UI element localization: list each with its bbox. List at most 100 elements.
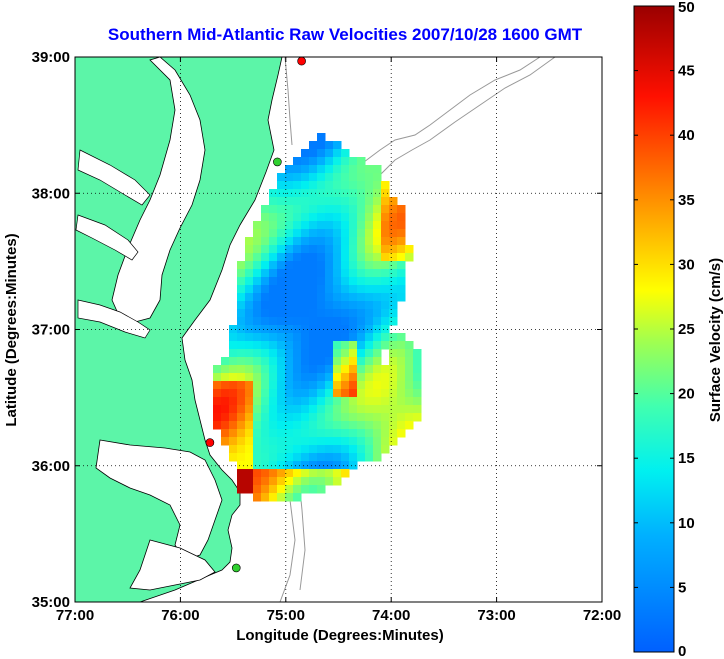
velocity-cell: [261, 261, 270, 270]
velocity-cell: [301, 485, 310, 494]
velocity-cell: [341, 245, 350, 254]
velocity-cell: [341, 341, 350, 350]
velocity-cell: [261, 317, 270, 326]
radar-stations: [205, 57, 306, 573]
velocity-cell: [341, 261, 350, 270]
velocity-cell: [389, 389, 398, 398]
velocity-cell: [301, 389, 310, 398]
velocity-cell: [381, 421, 390, 430]
velocity-cell: [365, 317, 374, 326]
velocity-cell: [373, 205, 382, 214]
velocity-cell: [309, 485, 318, 494]
velocity-cell: [357, 333, 366, 342]
velocity-cell: [221, 405, 230, 414]
velocity-cell: [277, 405, 286, 414]
velocity-cell: [293, 325, 302, 334]
james-river: [77, 299, 151, 339]
velocity-cell: [293, 421, 302, 430]
velocity-cell: [229, 357, 238, 366]
velocity-cell: [309, 429, 318, 438]
y-axis-label: Latitude (Degrees:Minutes): [3, 233, 20, 426]
velocity-cell: [221, 357, 230, 366]
velocity-cell: [285, 229, 294, 238]
velocity-cell: [405, 365, 414, 374]
velocity-cell: [229, 365, 238, 374]
velocity-cell: [237, 357, 246, 366]
velocity-cell: [277, 269, 286, 278]
velocity-cell: [357, 357, 366, 366]
velocity-cell: [269, 381, 278, 390]
velocity-cell: [253, 365, 262, 374]
velocity-cell: [309, 437, 318, 446]
velocity-cell: [285, 397, 294, 406]
velocity-cell: [245, 349, 254, 358]
velocity-cell: [325, 453, 334, 462]
velocity-cell: [325, 365, 334, 374]
velocity-cell: [301, 205, 310, 214]
velocity-cell: [365, 341, 374, 350]
velocity-cell: [309, 197, 318, 206]
velocity-cell: [341, 453, 350, 462]
velocity-cell: [229, 349, 238, 358]
velocity-cell: [261, 285, 270, 294]
velocity-cell: [333, 229, 342, 238]
velocity-cell: [325, 229, 334, 238]
velocity-cell: [381, 205, 390, 214]
velocity-cell: [365, 357, 374, 366]
velocity-cell: [357, 269, 366, 278]
velocity-cell: [317, 341, 326, 350]
velocity-cell: [229, 381, 238, 390]
velocity-cell: [245, 293, 254, 302]
velocity-cell: [261, 253, 270, 262]
velocity-cell: [373, 229, 382, 238]
velocity-cell: [365, 245, 374, 254]
velocity-cell: [357, 205, 366, 214]
velocity-cell: [365, 429, 374, 438]
velocity-cell: [357, 245, 366, 254]
velocity-cell: [269, 285, 278, 294]
velocity-cell: [237, 469, 246, 478]
velocity-cell: [397, 229, 406, 238]
velocity-cell: [293, 357, 302, 366]
velocity-cell: [325, 349, 334, 358]
velocity-cell: [357, 229, 366, 238]
velocity-cell: [317, 373, 326, 382]
velocity-cell: [293, 365, 302, 374]
velocity-cell: [325, 477, 334, 486]
velocity-cell: [373, 221, 382, 230]
velocity-cell: [349, 269, 358, 278]
velocity-cell: [261, 453, 270, 462]
velocity-cell: [309, 237, 318, 246]
velocity-cell: [253, 349, 262, 358]
velocity-cell: [301, 445, 310, 454]
velocity-cell: [349, 325, 358, 334]
velocity-cell: [357, 349, 366, 358]
velocity-cell: [381, 397, 390, 406]
velocity-cell: [325, 245, 334, 254]
velocity-cell: [309, 141, 318, 150]
velocity-cell: [285, 429, 294, 438]
velocity-cell: [269, 277, 278, 286]
velocity-cell: [317, 405, 326, 414]
velocity-cell: [293, 229, 302, 238]
velocity-cell: [325, 461, 334, 470]
velocity-cell: [333, 221, 342, 230]
velocity-cell: [309, 381, 318, 390]
velocity-cell: [381, 373, 390, 382]
velocity-cell: [349, 333, 358, 342]
velocity-cell: [357, 429, 366, 438]
velocity-cell: [301, 229, 310, 238]
velocity-cell: [365, 237, 374, 246]
velocity-cell: [293, 429, 302, 438]
velocity-cell: [261, 357, 270, 366]
velocity-cell: [309, 349, 318, 358]
velocity-cell: [389, 413, 398, 422]
velocity-cell: [413, 373, 422, 382]
velocity-cell: [397, 205, 406, 214]
velocity-cell: [269, 373, 278, 382]
velocity-cell: [269, 253, 278, 262]
velocity-cell: [261, 421, 270, 430]
velocity-cell: [269, 341, 278, 350]
velocity-cell: [397, 405, 406, 414]
velocity-cell: [325, 253, 334, 262]
